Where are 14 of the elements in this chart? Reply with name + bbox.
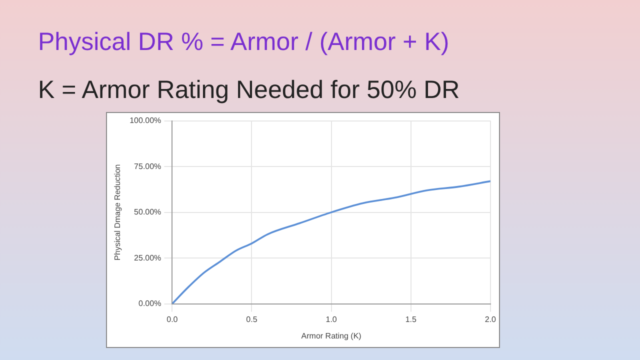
x-tick-label: 0.0 <box>166 314 178 324</box>
y-tick-label: 75.00% <box>134 162 162 171</box>
chart-subtitle: K = Armor Rating Needed for 50% DR <box>38 76 460 105</box>
y-tick-label: 0.00% <box>138 299 162 308</box>
y-tick-label: 50.00% <box>134 208 162 217</box>
x-tick-label: 1.0 <box>326 314 338 324</box>
x-axis-title: Armor Rating (K) <box>301 331 362 340</box>
x-tick-label: 2.0 <box>484 314 497 324</box>
y-axis-title: Physical Dmage Reduction <box>113 164 122 260</box>
x-tick-label: 0.5 <box>246 314 258 324</box>
chart-title: Physical DR % = Armor / (Armor + K) <box>38 28 450 57</box>
y-tick-label: 25.00% <box>134 253 162 262</box>
y-tick-label: 100.00% <box>130 116 162 126</box>
x-tick-label: 1.5 <box>405 314 417 324</box>
